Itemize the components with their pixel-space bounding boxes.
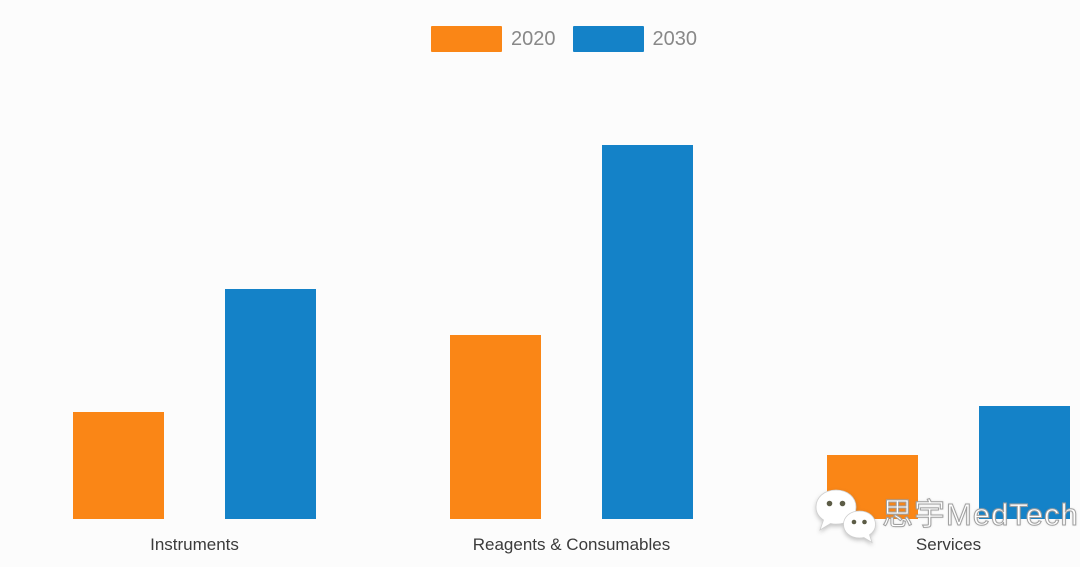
category-label-instruments: Instruments — [150, 535, 239, 554]
category-label-reagents-consumables: Reagents & Consumables — [472, 535, 671, 554]
legend-label-2030: 2030 — [652, 28, 698, 50]
bar-group-instruments — [73, 145, 316, 519]
bar-2020-instruments — [73, 412, 164, 519]
wechat-logo-icon — [815, 489, 876, 544]
bar-2030-reagents-consumables — [602, 145, 693, 519]
watermark-text: 思宇MedTech — [882, 497, 1079, 532]
bar-2030-services — [979, 406, 1070, 519]
bar-2030-instruments — [225, 289, 316, 519]
watermark: 思宇MedTech — [814, 487, 1079, 547]
chart-legend: 2020 2030 — [431, 26, 697, 52]
legend-item-2020: 2020 — [431, 26, 556, 52]
bar-group-reagents-consumables — [450, 145, 693, 519]
bar-group-services — [827, 145, 1070, 519]
legend-label-2020: 2020 — [511, 28, 556, 50]
legend-item-2030: 2030 — [572, 26, 698, 52]
legend-swatch-2020 — [431, 26, 502, 52]
plot-area — [0, 145, 1080, 519]
bar-2020-reagents-consumables — [450, 335, 541, 519]
category-label-services: Services — [915, 535, 982, 554]
legend-swatch-2030 — [572, 26, 644, 52]
